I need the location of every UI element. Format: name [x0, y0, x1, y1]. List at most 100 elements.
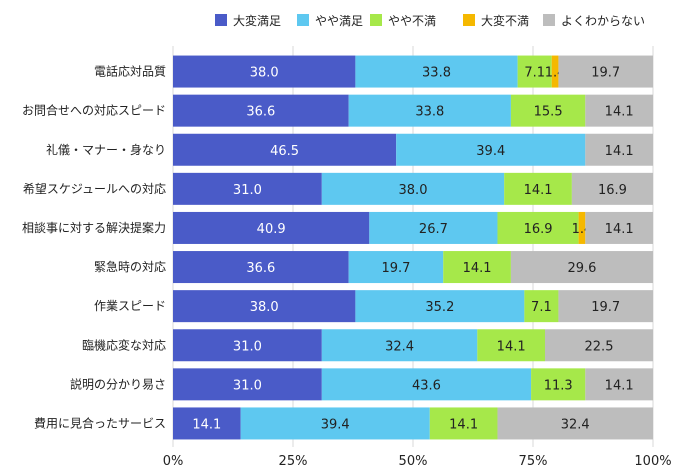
bar-segment: [173, 94, 349, 127]
bar-segment: [396, 133, 586, 166]
data-label: 35.2: [425, 300, 454, 315]
data-label: 40.9: [257, 222, 286, 237]
data-label: 36.6: [246, 261, 275, 276]
legend-swatch: [543, 14, 555, 26]
bar-segment: [173, 290, 356, 323]
data-label: 31.0: [233, 183, 262, 198]
category-label: 説明の分かり易さ: [70, 376, 166, 391]
bar-segment: [321, 368, 532, 401]
legend-label: 大変不満: [481, 13, 529, 28]
data-label: 29.6: [567, 261, 596, 276]
category-label: 臨機応変な対応: [82, 337, 166, 352]
data-label: 14.1: [192, 417, 221, 432]
data-label: 14.1: [497, 339, 526, 354]
x-tick-label: 0%: [163, 454, 184, 469]
bar-segment: [504, 172, 572, 205]
bar-segment: [558, 55, 653, 88]
bar-segment: [355, 55, 518, 88]
data-label: 32.4: [561, 417, 590, 432]
data-label: 39.4: [476, 144, 505, 159]
bar-segment: [321, 329, 478, 362]
bar-segment: [173, 172, 322, 205]
data-label: 19.7: [381, 261, 410, 276]
data-label: 14.1: [524, 183, 553, 198]
bar-segment: [524, 290, 559, 323]
data-label: 14.1: [449, 417, 478, 432]
legend-label: よくわからない: [561, 14, 645, 28]
data-label: 16.9: [524, 222, 553, 237]
bar-segment: [517, 55, 552, 88]
data-label: 31.0: [233, 378, 262, 393]
bar-segment: [571, 172, 653, 205]
legend-swatch: [463, 14, 475, 26]
x-tick-labels: 0% 25% 50% 75% 100%: [163, 454, 672, 469]
bar-segment: [348, 251, 444, 284]
data-label: 39.4: [321, 417, 350, 432]
legend-swatch: [370, 14, 382, 26]
data-label: 38.0: [250, 300, 279, 315]
data-label: 7.1: [524, 66, 545, 81]
data-label: 38.0: [399, 183, 428, 198]
category-label: 相談事に対する解決提案力: [22, 220, 166, 235]
data-label: 14.1: [605, 222, 634, 237]
data-label: 16.9: [598, 183, 627, 198]
data-label: 36.6: [246, 105, 275, 120]
legend-label: やや満足: [315, 14, 363, 28]
bar-segment: [477, 329, 545, 362]
data-label: 26.7: [419, 222, 448, 237]
data-label: 46.5: [270, 144, 299, 159]
data-label: 19.7: [591, 300, 620, 315]
bar-segment: [173, 55, 356, 88]
data-label: 14.1: [605, 378, 634, 393]
data-label: 22.5: [585, 339, 614, 354]
bar-segment: [173, 251, 349, 284]
x-tick-label: 75%: [519, 454, 548, 469]
legend-label: 大変満足: [233, 13, 281, 28]
legend-label: やや不満: [388, 14, 436, 28]
bar-segment: [585, 368, 653, 401]
bar-segment: [585, 133, 653, 166]
legend: 大変満足 やや満足 やや不満 大変不満 よくわからない: [215, 13, 645, 28]
bar-segment: [497, 407, 653, 440]
category-label: 費用に見合ったサービス: [34, 415, 166, 430]
bar-segment: [355, 290, 525, 323]
category-labels: 電話応対品質お問合せへの対応スピード礼儀・マナー・身なり希望スケジュールへの対応…: [22, 64, 166, 431]
bar-segment: [585, 94, 653, 127]
data-label: 38.0: [250, 66, 279, 81]
bar-segment: [510, 94, 586, 127]
category-label: お問合せへの対応スピード: [22, 103, 166, 118]
bar-segment: [321, 172, 505, 205]
data-label: 7.1: [531, 300, 552, 315]
category-label: 作業スピード: [94, 299, 166, 313]
data-label: 19.7: [591, 66, 620, 81]
bar-segment: [348, 94, 511, 127]
bars: 38.0 33.8 7.1 1.4 19.736.6 33.8 15.5 14.146.5 39…: [173, 55, 653, 440]
bar-segment: [545, 329, 653, 362]
data-label: 31.0: [233, 339, 262, 354]
x-tick-label: 50%: [399, 454, 428, 469]
legend-swatch: [215, 14, 227, 26]
bar-segment: [443, 251, 511, 284]
bar-segment: [531, 368, 586, 401]
data-label: 43.6: [412, 378, 441, 393]
bar-segment: [173, 407, 241, 440]
bar-segment: [429, 407, 498, 440]
category-label: 礼儀・マナー・身なり: [46, 142, 166, 157]
bar-segment: [578, 211, 586, 244]
category-label: 希望スケジュールへの対応: [23, 181, 166, 196]
data-label: 15.5: [534, 105, 563, 120]
x-tick-label: 25%: [279, 454, 308, 469]
data-label: 33.8: [422, 66, 451, 81]
bar-segment: [173, 368, 322, 401]
data-label: 11.3: [544, 378, 573, 393]
data-label: 14.1: [605, 144, 634, 159]
bar-segment: [510, 251, 653, 284]
legend-swatch: [297, 14, 309, 26]
bar-segment: [497, 211, 579, 244]
data-label: 14.1: [463, 261, 492, 276]
bar-segment: [585, 211, 653, 244]
bar-segment: [240, 407, 430, 440]
data-label: 32.4: [385, 339, 414, 354]
category-label: 電話応対品質: [94, 64, 166, 79]
